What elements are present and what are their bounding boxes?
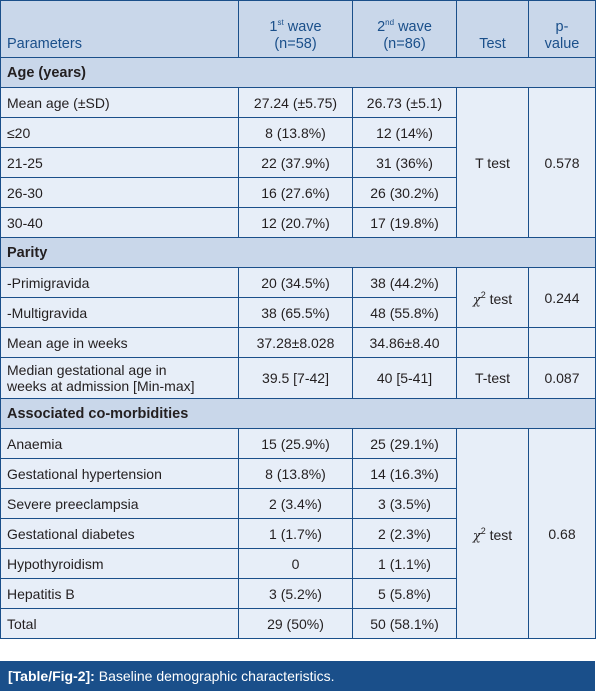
test-cell-comorbidities: χ2 test — [456, 428, 529, 639]
row-label: Anaemia — [0, 428, 239, 459]
table-row: Gestational diabetes 1 (1.7%) 2 (2.3%) — [0, 518, 596, 549]
section-row-parity: Parity — [0, 237, 596, 268]
row-label: -Primigravida — [0, 267, 239, 298]
caption-ref: [Table/Fig-2]: — [8, 668, 95, 684]
table-row: Mean age in weeks 37.28±8.028 34.86±8.40 — [0, 327, 596, 358]
wave1-cell: 16 (27.6%) — [238, 177, 353, 208]
wave2-cell: 31 (36%) — [352, 147, 457, 178]
baseline-table: Parameters 1st wave (n=58) 2nd wave (n=86)… — [0, 0, 596, 639]
row-label: Gestational diabetes — [0, 518, 239, 549]
section-heading-comorbidities: Associated co-morbidities — [0, 398, 596, 429]
wave1-cell: 38 (65.5%) — [238, 297, 353, 328]
table-row: ≤20 8 (13.8%) 12 (14%) — [0, 117, 596, 148]
wave2-cell: 26.73 (±5.1) — [352, 87, 457, 118]
header-row: Parameters 1st wave (n=58) 2nd wave (n=86)… — [0, 0, 596, 58]
table-row: 26-30 16 (27.6%) 26 (30.2%) — [0, 177, 596, 208]
table-row: Anaemia 15 (25.9%) 25 (29.1%) χ2 test 0.… — [0, 428, 596, 639]
pvalue-cell-age: 0.578 — [528, 87, 596, 238]
pvalue-cell-empty — [528, 327, 596, 358]
wave2-cell: 1 (1.1%) — [352, 548, 457, 579]
figure-caption: [Table/Fig-2]: Baseline demographic char… — [0, 661, 595, 691]
wave2-cell: 25 (29.1%) — [352, 428, 457, 459]
table-row: Hypothyroidism 0 1 (1.1%) — [0, 548, 596, 579]
wave2-cell: 26 (30.2%) — [352, 177, 457, 208]
wave2-cell: 40 [5-41] — [352, 357, 457, 399]
pvalue-cell-parity: 0.244 — [528, 267, 596, 328]
wave2-cell: 12 (14%) — [352, 117, 457, 148]
row-label: Gestational hypertension — [0, 458, 239, 489]
row-label: Median gestational age in weeks at admiss… — [0, 357, 239, 399]
test-cell-empty — [456, 327, 529, 358]
wave1-cell: 29 (50%) — [238, 608, 353, 639]
wave1-cell: 8 (13.8%) — [238, 458, 353, 489]
row-label: ≤20 — [0, 117, 239, 148]
table-row: Hepatitis B 3 (5.2%) 5 (5.8%) — [0, 578, 596, 609]
table-row: -Multigravida 38 (65.5%) 48 (55.8%) — [0, 297, 596, 328]
wave1-cell: 22 (37.9%) — [238, 147, 353, 178]
wave1-cell: 39.5 [7-42] — [238, 357, 353, 399]
row-label: Hepatitis B — [0, 578, 239, 609]
test-cell-age: T test — [456, 87, 529, 238]
test-cell-median: T-test — [456, 357, 529, 399]
wave1-cell: 20 (34.5%) — [238, 267, 353, 298]
row-label: -Multigravida — [0, 297, 239, 328]
row-label: Mean age in weeks — [0, 327, 239, 358]
row-label: Mean age (±SD) — [0, 87, 239, 118]
col-header-wave1: 1st wave (n=58) — [238, 0, 353, 58]
caption-text: Baseline demographic characteristics. — [94, 668, 335, 684]
wave1-cell: 12 (20.7%) — [238, 207, 353, 238]
test-cell-parity: χ2 test — [456, 267, 529, 328]
table-row: Severe preeclampsia 2 (3.4%) 3 (3.5%) — [0, 488, 596, 519]
wave2-cell: 14 (16.3%) — [352, 458, 457, 489]
table-row: Median gestational age in weeks at admiss… — [0, 357, 596, 399]
col-header-test: Test — [456, 0, 529, 58]
section-heading-age: Age (years) — [0, 57, 596, 88]
pvalue-cell-comorbidities: 0.68 — [528, 428, 596, 639]
wave1-cell: 3 (5.2%) — [238, 578, 353, 609]
wave1-cell: 37.28±8.028 — [238, 327, 353, 358]
table-row: Total 29 (50%) 50 (58.1%) — [0, 608, 596, 639]
wave2-cell: 2 (2.3%) — [352, 518, 457, 549]
col-header-parameters: Parameters — [0, 0, 239, 58]
wave1-cell: 27.24 (±5.75) — [238, 87, 353, 118]
row-label: Hypothyroidism — [0, 548, 239, 579]
col-header-pvalue: p-value — [528, 0, 596, 58]
wave1-cell: 15 (25.9%) — [238, 428, 353, 459]
wave2-cell: 50 (58.1%) — [352, 608, 457, 639]
col-header-wave2: 2nd wave (n=86) — [352, 0, 457, 58]
wave2-cell: 48 (55.8%) — [352, 297, 457, 328]
pvalue-cell-median: 0.087 — [528, 357, 596, 399]
wave2-cell: 17 (19.8%) — [352, 207, 457, 238]
wave2-cell: 38 (44.2%) — [352, 267, 457, 298]
row-label: 26-30 — [0, 177, 239, 208]
row-label: Total — [0, 608, 239, 639]
section-heading-parity: Parity — [0, 237, 596, 268]
wave1-cell: 2 (3.4%) — [238, 488, 353, 519]
wave2-cell: 5 (5.8%) — [352, 578, 457, 609]
wave2-cell: 3 (3.5%) — [352, 488, 457, 519]
row-label: Severe preeclampsia — [0, 488, 239, 519]
wave1-cell: 8 (13.8%) — [238, 117, 353, 148]
table-row: 21-25 22 (37.9%) 31 (36%) — [0, 147, 596, 178]
row-label: 21-25 — [0, 147, 239, 178]
section-row-age: Age (years) — [0, 57, 596, 88]
table-row: 30-40 12 (20.7%) 17 (19.8%) — [0, 207, 596, 238]
row-label: 30-40 — [0, 207, 239, 238]
table-row: Gestational hypertension 8 (13.8%) 14 (1… — [0, 458, 596, 489]
wave1-cell: 0 — [238, 548, 353, 579]
section-row-comorbidities: Associated co-morbidities — [0, 398, 596, 429]
table-row: Mean age (±SD) 27.24 (±5.75) 26.73 (±5.1… — [0, 87, 596, 238]
wave1-cell: 1 (1.7%) — [238, 518, 353, 549]
wave2-cell: 34.86±8.40 — [352, 327, 457, 358]
table-row: -Primigravida 20 (34.5%) 38 (44.2%) χ2 t… — [0, 267, 596, 328]
